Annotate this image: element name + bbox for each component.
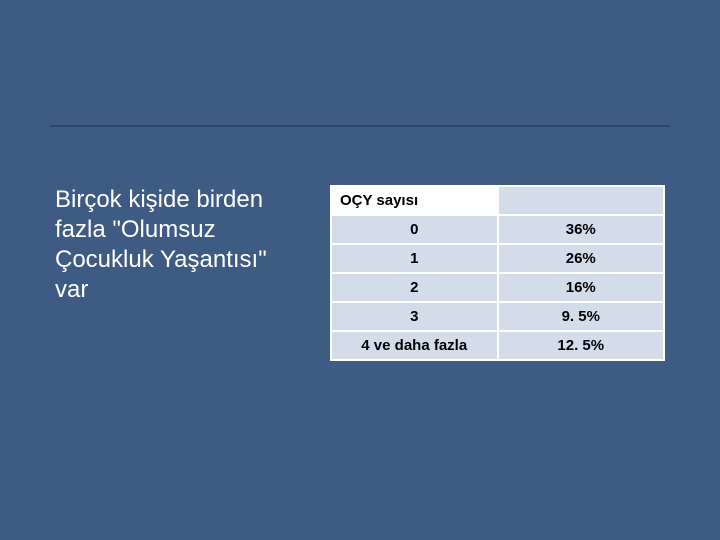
table-header-col1 <box>498 186 665 215</box>
table-cell: 0 <box>331 215 498 244</box>
table-cell: 3 <box>331 302 498 331</box>
divider-line <box>50 125 670 127</box>
table-cell: 12. 5% <box>498 331 665 360</box>
table-cell: 36% <box>498 215 665 244</box>
table-row: 2 16% <box>331 273 664 302</box>
table-row: 0 36% <box>331 215 664 244</box>
data-table-wrap: OÇY sayısı 0 36% 1 26% 2 16% 3 <box>330 185 665 361</box>
table-cell: 16% <box>498 273 665 302</box>
table-cell: 1 <box>331 244 498 273</box>
data-table: OÇY sayısı 0 36% 1 26% 2 16% 3 <box>330 185 665 361</box>
table-cell: 2 <box>331 273 498 302</box>
table-row: 4 ve daha fazla 12. 5% <box>331 331 664 360</box>
table-cell: 9. 5% <box>498 302 665 331</box>
body-text: Birçok kişide birden fazla "Olumsuz Çocu… <box>55 185 295 305</box>
table-header-col0: OÇY sayısı <box>331 186 498 215</box>
table-cell: 26% <box>498 244 665 273</box>
slide: Birçok kişide birden fazla "Olumsuz Çocu… <box>0 0 720 540</box>
table-cell: 4 ve daha fazla <box>331 331 498 360</box>
table-header-row: OÇY sayısı <box>331 186 664 215</box>
table-row: 1 26% <box>331 244 664 273</box>
table-row: 3 9. 5% <box>331 302 664 331</box>
